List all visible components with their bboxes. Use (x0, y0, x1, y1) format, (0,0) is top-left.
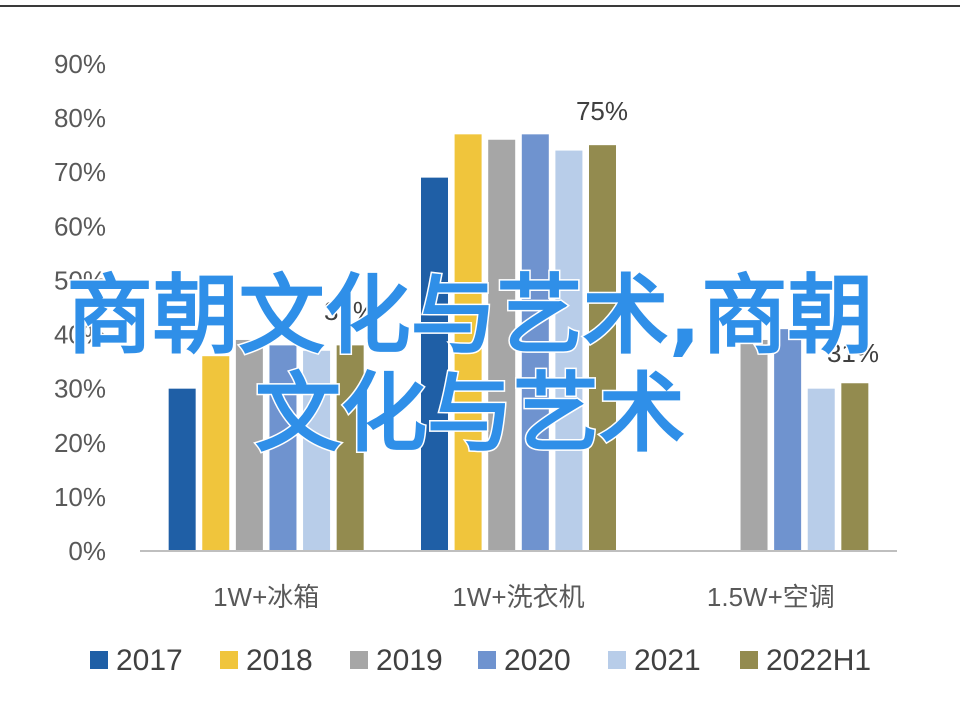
y-tick-label: 70% (54, 157, 106, 187)
x-category-label: 1W+洗衣机 (452, 582, 584, 612)
y-tick-label: 30% (54, 374, 106, 404)
bar-2021-1 (555, 150, 583, 552)
legend-swatch-2017 (90, 651, 108, 669)
legend-label-2020: 2020 (504, 644, 571, 677)
bar-2021-2 (807, 388, 835, 551)
y-tick-label: 80% (54, 103, 106, 133)
legend-label-2022H1: 2022H1 (766, 644, 871, 677)
y-tick-label: 60% (54, 211, 106, 241)
legend-swatch-2021 (608, 651, 626, 669)
bar-2022H1-1 (589, 145, 616, 551)
legend-swatch-2022H1 (740, 651, 758, 669)
y-tick-label: 0% (68, 536, 106, 566)
bar-2022H1-2 (841, 383, 869, 551)
bar-2021-0 (303, 350, 331, 551)
bar-2019-2 (740, 339, 768, 551)
bar-2020-1 (521, 134, 549, 551)
y-tick-label: 90% (54, 49, 106, 79)
legend-label-2017: 2017 (116, 644, 183, 677)
bar-2018-1 (454, 134, 482, 551)
x-category-label: 1.5W+空调 (707, 582, 835, 612)
x-category-label: 1W+冰箱 (213, 582, 319, 612)
legend-swatch-2018 (220, 651, 238, 669)
bar-2018-0 (202, 356, 230, 551)
data-label: 39% (324, 296, 376, 326)
y-tick-label: 20% (54, 428, 106, 458)
top-border-line (0, 5, 960, 7)
legend-swatch-2020 (478, 651, 496, 669)
y-tick-label: 40% (54, 320, 106, 350)
data-labels: 39% 75% 31% (324, 96, 879, 368)
bar-2020-2 (774, 329, 802, 551)
y-axis-ticks: 0% 10% 20% 30% 40% 50% 60% 70% 80% 90% (54, 49, 106, 566)
legend: 2017 2018 2019 2020 2021 2022H1 (90, 644, 871, 677)
legend-label-2019: 2019 (376, 644, 443, 677)
bar-2019-1 (488, 139, 516, 551)
bar-2020-0 (269, 345, 297, 551)
legend-label-2018: 2018 (246, 644, 313, 677)
data-label: 31% (827, 338, 879, 368)
y-tick-label: 50% (54, 265, 106, 295)
bar-2017-0 (168, 388, 196, 551)
x-axis-categories: 1W+冰箱 1W+洗衣机 1.5W+空调 (213, 582, 835, 612)
data-label: 75% (576, 96, 628, 126)
bar-2022H1-0 (336, 345, 364, 551)
bar-2019-0 (235, 339, 263, 551)
legend-swatch-2019 (350, 651, 368, 669)
bar-2017-1 (421, 177, 448, 551)
y-tick-label: 10% (54, 482, 106, 512)
bars (168, 134, 869, 552)
legend-label-2021: 2021 (634, 644, 701, 677)
